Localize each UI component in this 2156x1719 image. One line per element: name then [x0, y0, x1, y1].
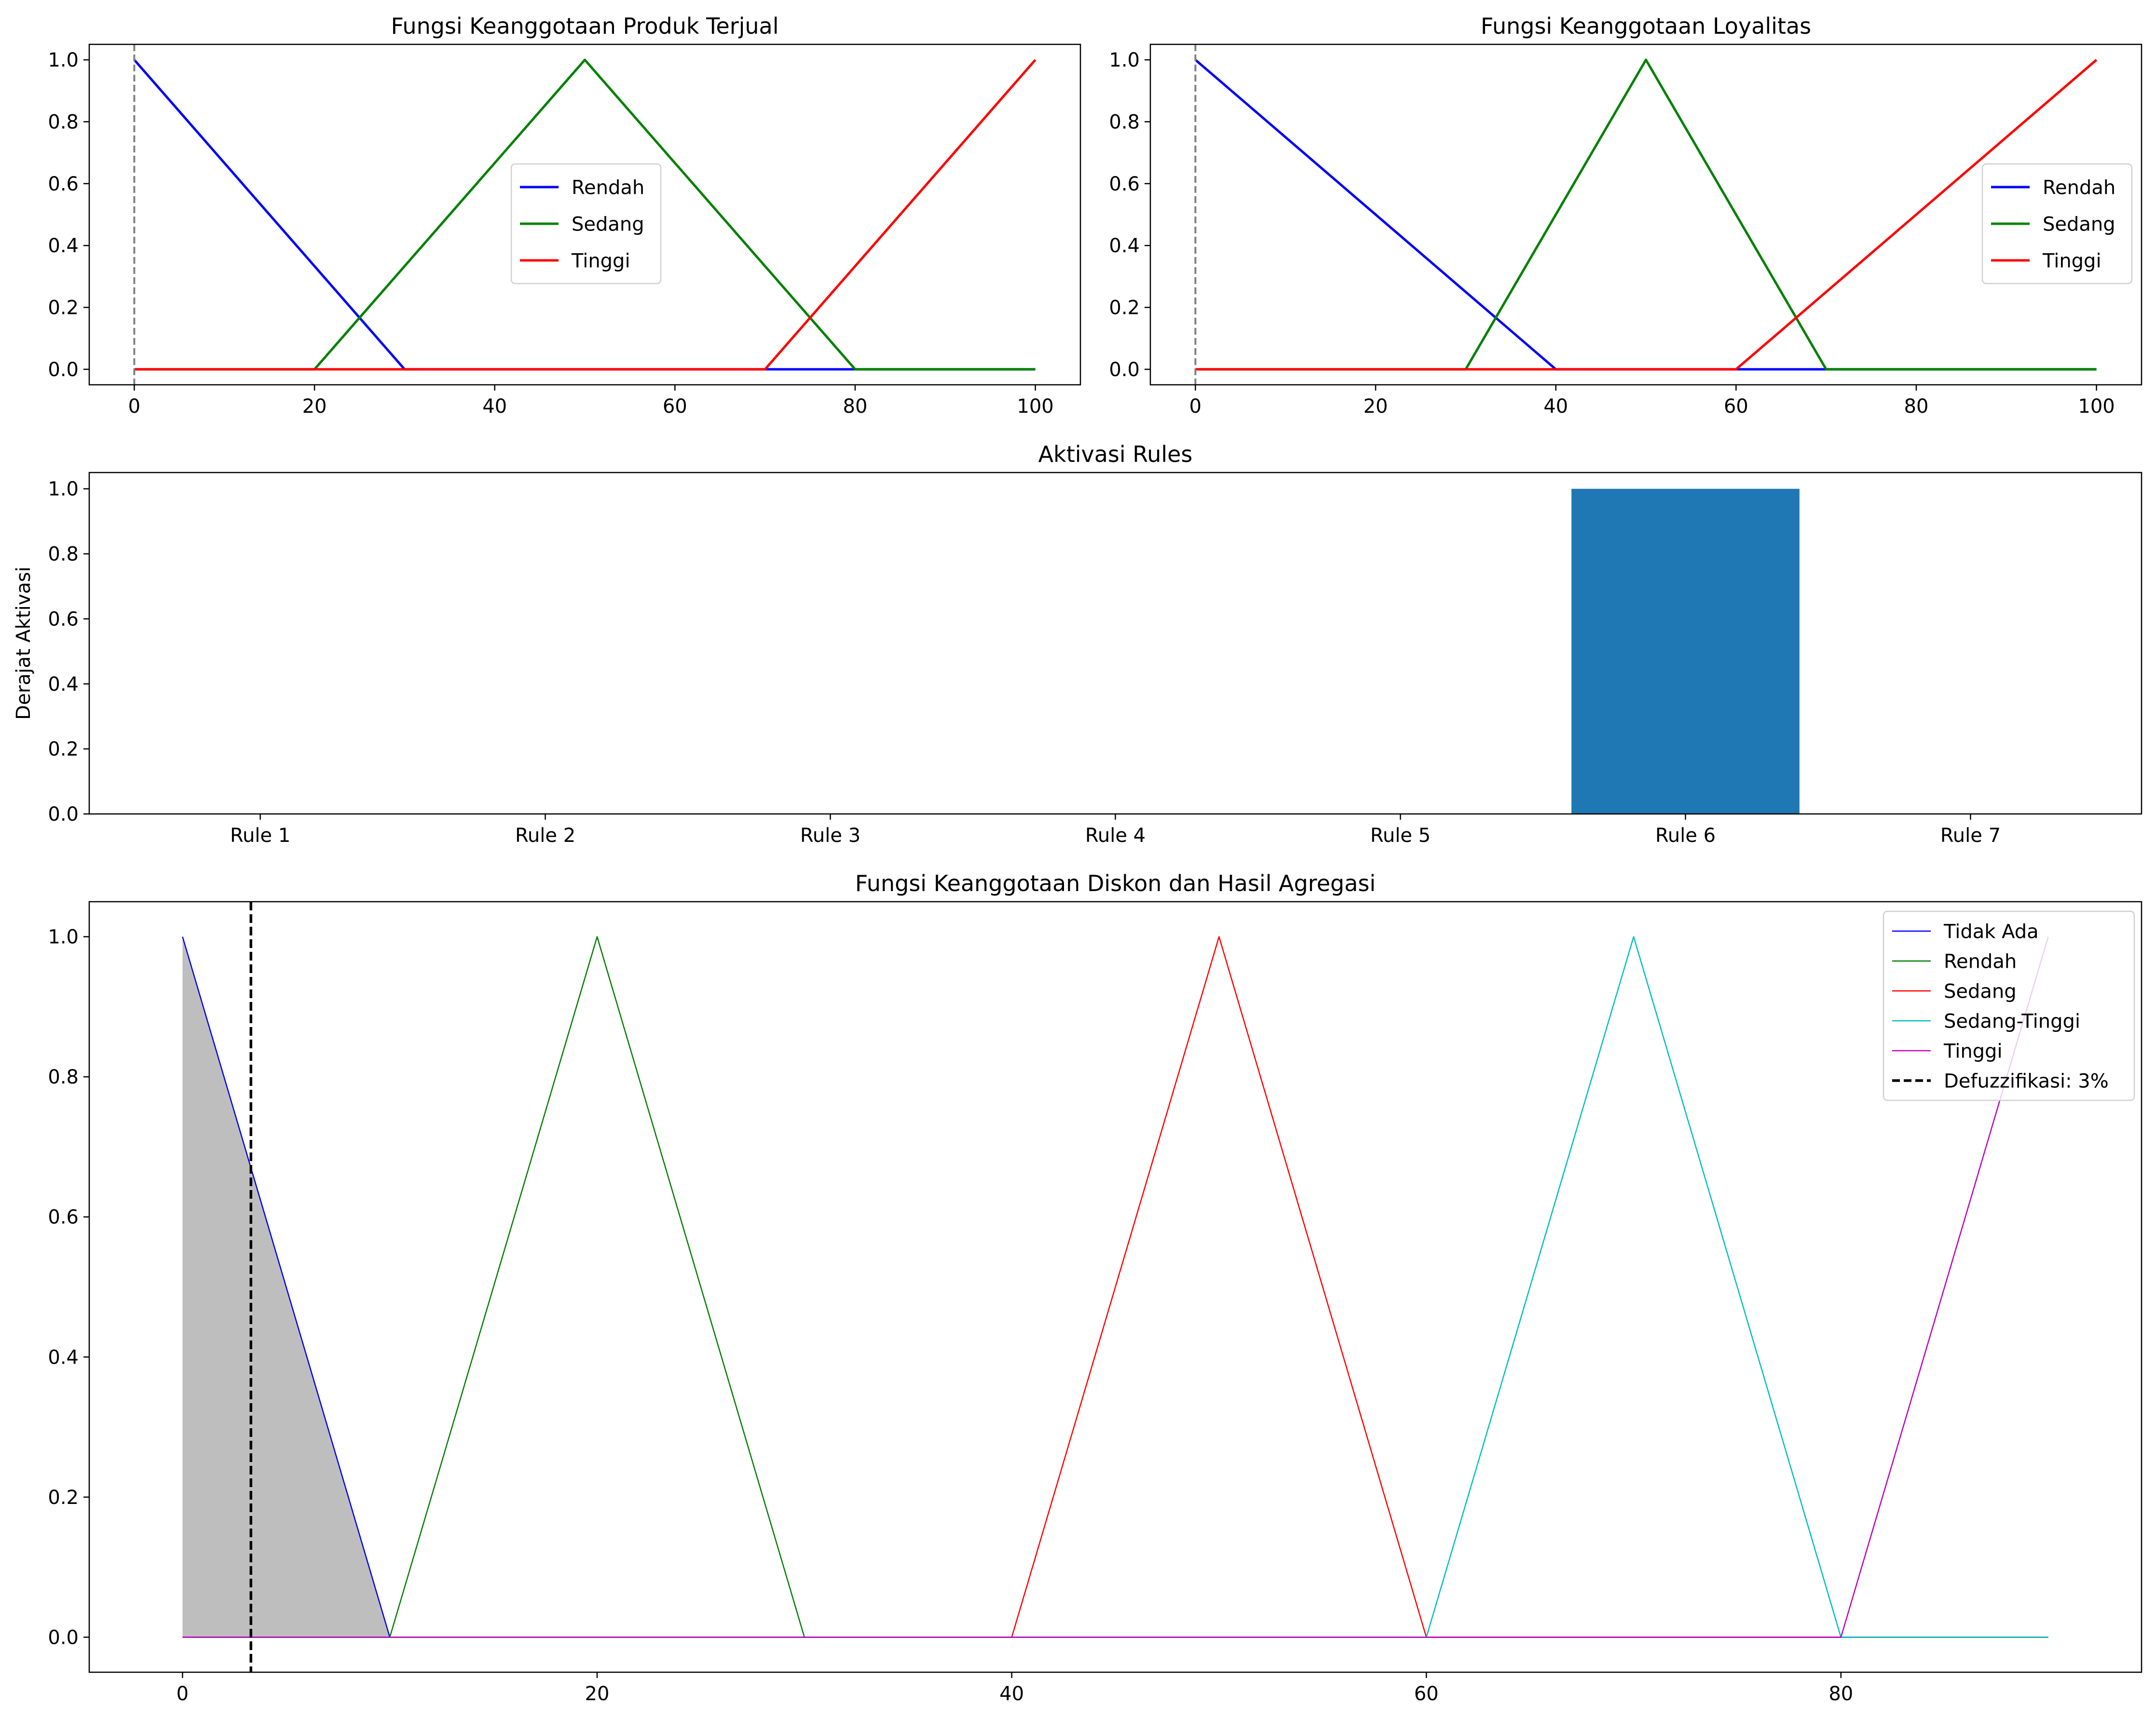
x-tick-label: 60	[663, 395, 687, 418]
x-tick-label: 100	[2078, 395, 2115, 418]
legend-label: Tinggi	[571, 250, 630, 272]
x-tick-label: Rule 1	[230, 825, 290, 847]
chart-produk-terjual: 0 20 40 60 80 100 0.0 0.2 0.4 0.6 0.8 1.0 Fungsi K…	[48, 13, 1081, 418]
chart-loyalitas: 0 20 40 60 80 100 0.0 0.2 0.4 0.6 0.8 1.0 Fungsi K…	[1109, 13, 2142, 418]
x-tick-label: 60	[1414, 1683, 1439, 1705]
x-axis: 0 20 40 60 80 100	[128, 385, 1054, 418]
y-tick-label: 0.4	[1109, 235, 1140, 257]
x-tick-label: Rule 7	[1940, 825, 2001, 847]
chart-aktivasi-rules: Rule 1 Rule 2 Rule 3 Rule 4 Rule 5 Rule 6 Rule…	[13, 441, 2142, 847]
axes-frame	[1149, 43, 2142, 386]
chart-title: Fungsi Keanggotaan Loyalitas	[1481, 13, 1811, 39]
legend-label: Sedang	[1944, 980, 2017, 1002]
legend-box	[510, 163, 662, 284]
legend-label: Sedang	[2043, 213, 2115, 235]
x-tick-label: 20	[302, 395, 327, 418]
x-tick-label: 80	[843, 395, 868, 418]
x-axis: Rule 1 Rule 2 Rule 3 Rule 4 Rule 5 Rule 6 Rule…	[230, 814, 2001, 847]
y-axis-label: Derajat Aktivasi	[13, 567, 35, 720]
series-line-tinggi	[182, 936, 2049, 1638]
y-tick-label: 0.2	[1109, 297, 1140, 319]
x-tick-label: 80	[1904, 395, 1929, 418]
chart-title: Fungsi Keanggotaan Diskon dan Hasil Agre…	[855, 870, 1376, 896]
y-axis: 0.0 0.2 0.4 0.6 0.8 1.0	[48, 49, 89, 381]
y-tick-label: 0.2	[48, 1487, 79, 1509]
y-tick-label: 0.4	[48, 235, 79, 257]
y-tick-label: 1.0	[48, 926, 79, 948]
x-axis: 0 20 40 60 80	[177, 1672, 1853, 1705]
y-axis: 0.0 0.2 0.4 0.6 0.8 1.0	[48, 478, 89, 826]
x-tick-label: 0	[177, 1683, 189, 1705]
x-tick-label: 0	[1189, 395, 1201, 418]
legend-label: Sedang	[572, 213, 644, 235]
x-tick-label: 80	[1829, 1683, 1853, 1705]
y-tick-label: 0.6	[48, 173, 79, 195]
legend: Rendah Sedang Tinggi	[1981, 163, 2133, 284]
chart-title: Fungsi Keanggotaan Produk Terjual	[391, 13, 778, 39]
y-tick-label: 0.0	[1109, 359, 1140, 381]
legend-label: Defuzzifikasi: 3%	[1944, 1070, 2109, 1092]
x-axis: 0 20 40 60 80 100	[1189, 385, 2115, 418]
x-tick-label: Rule 6	[1655, 825, 1716, 847]
y-axis: 0.0 0.2 0.4 0.6 0.8 1.0	[48, 926, 89, 1649]
legend-box	[1981, 163, 2133, 284]
x-tick-label: 40	[1543, 395, 1568, 418]
legend-label: Tinggi	[1943, 1040, 2003, 1062]
y-tick-label: 1.0	[48, 478, 79, 501]
x-tick-label: Rule 2	[515, 825, 575, 847]
x-tick-label: Rule 4	[1085, 825, 1146, 847]
y-tick-label: 0.0	[48, 359, 79, 381]
y-tick-label: 0.8	[48, 543, 79, 566]
y-tick-label: 0.8	[48, 111, 79, 133]
x-tick-label: 0	[128, 395, 140, 418]
x-tick-label: 20	[585, 1683, 610, 1705]
y-axis: 0.0 0.2 0.4 0.6 0.8 1.0	[1109, 49, 1150, 381]
y-tick-label: 0.0	[48, 803, 79, 826]
axes-frame	[88, 43, 1081, 386]
chart-title: Aktivasi Rules	[1038, 441, 1193, 467]
series-line-tinggi	[134, 59, 1037, 371]
legend-label: Rendah	[1944, 950, 2017, 973]
x-tick-label: 20	[1364, 395, 1388, 418]
y-tick-label: 0.4	[48, 1346, 79, 1368]
x-tick-label: Rule 3	[800, 825, 860, 847]
legend-label: Tinggi	[2042, 250, 2101, 272]
x-tick-label: 100	[1017, 395, 1053, 418]
bar-rule-6	[1571, 488, 1800, 814]
y-tick-label: 1.0	[48, 49, 79, 71]
series-line-tinggi	[1195, 59, 2098, 371]
y-tick-label: 0.2	[48, 297, 79, 319]
x-tick-label: Rule 5	[1370, 825, 1431, 847]
legend-label: Rendah	[572, 176, 644, 199]
x-tick-label: 60	[1724, 395, 1748, 418]
y-tick-label: 0.6	[1109, 173, 1140, 195]
x-tick-label: 40	[482, 395, 507, 418]
y-tick-label: 1.0	[1109, 49, 1140, 71]
legend-label: Tidak Ada	[1943, 920, 2039, 943]
y-tick-label: 0.8	[1109, 111, 1140, 133]
legend-label: Rendah	[2043, 176, 2115, 199]
y-tick-label: 0.0	[48, 1626, 79, 1649]
chart-diskon-agregasi: 0 20 40 60 80 0.0 0.2 0.4 0.6 0.8 1.0 Fungsi Kean…	[48, 870, 2142, 1705]
legend-label: Sedang-Tinggi	[1944, 1010, 2080, 1032]
y-tick-label: 0.4	[48, 673, 79, 695]
x-tick-label: 40	[999, 1683, 1024, 1705]
y-tick-label: 0.8	[48, 1066, 79, 1088]
legend-box	[1883, 910, 2135, 1101]
legend: Rendah Sedang Tinggi	[510, 163, 662, 284]
axes-frame	[88, 901, 2142, 1673]
y-tick-label: 0.6	[48, 1206, 79, 1229]
y-tick-label: 0.2	[48, 738, 79, 760]
y-tick-label: 0.6	[48, 608, 79, 630]
legend: Tidak Ada Rendah Sedang Sedang-Tinggi Tinggi…	[1883, 910, 2135, 1101]
